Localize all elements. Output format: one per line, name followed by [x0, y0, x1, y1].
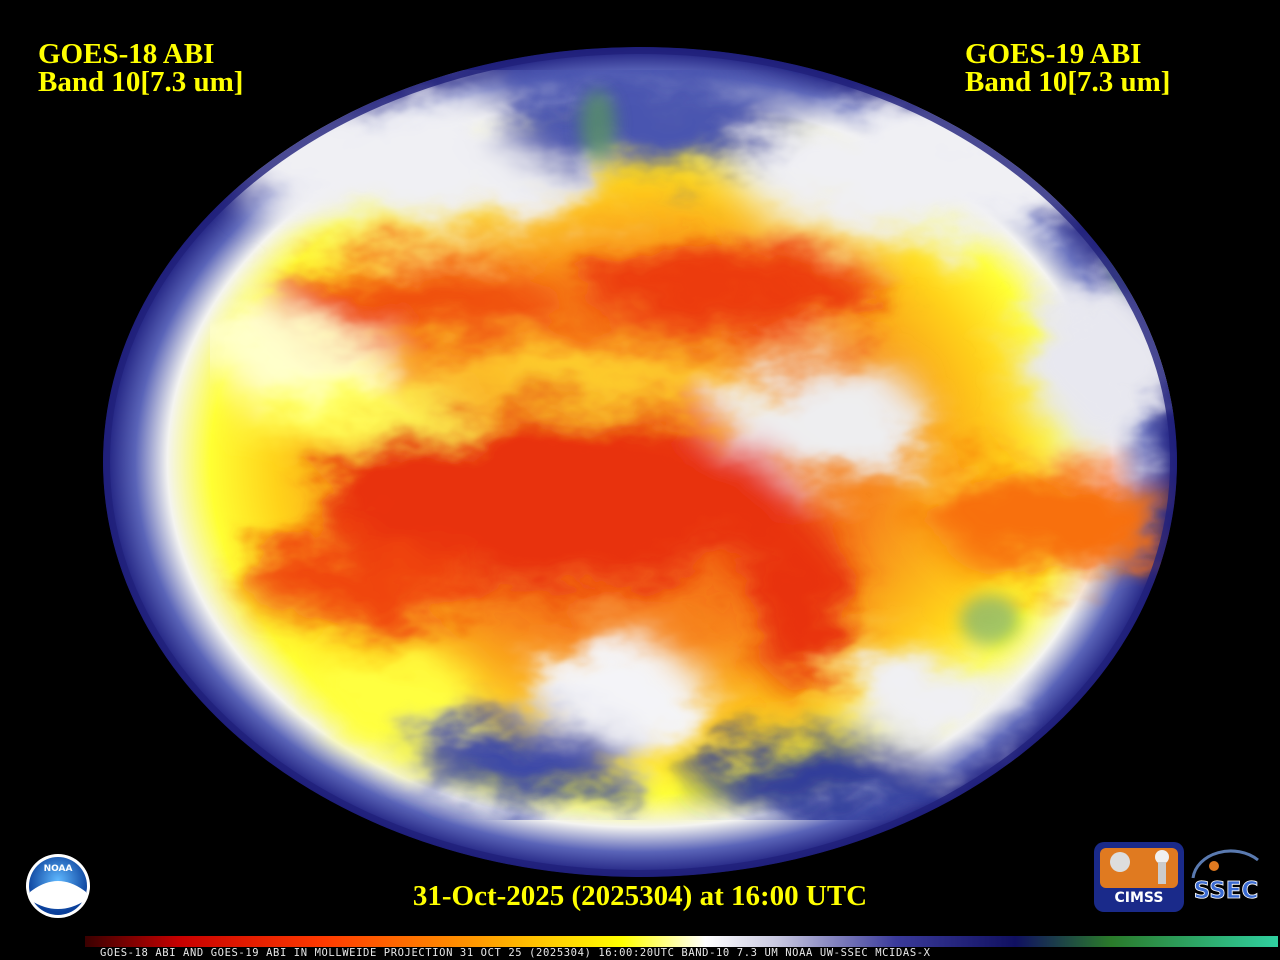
logo-text: CIMSS: [1115, 890, 1164, 906]
header-line: Band 10[7.3 um]: [38, 66, 243, 98]
header-line: GOES-19 ABI: [965, 38, 1141, 70]
header-line: Band 10[7.3 um]: [965, 66, 1170, 98]
noaa-logo: NOAA: [26, 854, 90, 918]
cimss-logo: CIMSS: [1094, 842, 1184, 912]
header-left: GOES-18 ABI Band 10[7.3 um]: [38, 38, 243, 98]
timestamp: 31-Oct-2025 (2025304) at 16:00 UTC: [413, 880, 867, 912]
ssec-logo: SSEC: [1191, 849, 1259, 904]
header-right: GOES-19 ABI Band 10[7.3 um]: [965, 38, 1170, 98]
logo-text: SSEC: [1194, 878, 1259, 904]
footer-text: GOES-18 ABI AND GOES-19 ABI IN MOLLWEIDE…: [100, 947, 931, 959]
color-bar: [85, 936, 1278, 947]
globe: [103, 47, 1177, 877]
logo-text: NOAA: [44, 864, 73, 874]
header-line: GOES-18 ABI: [38, 38, 214, 70]
